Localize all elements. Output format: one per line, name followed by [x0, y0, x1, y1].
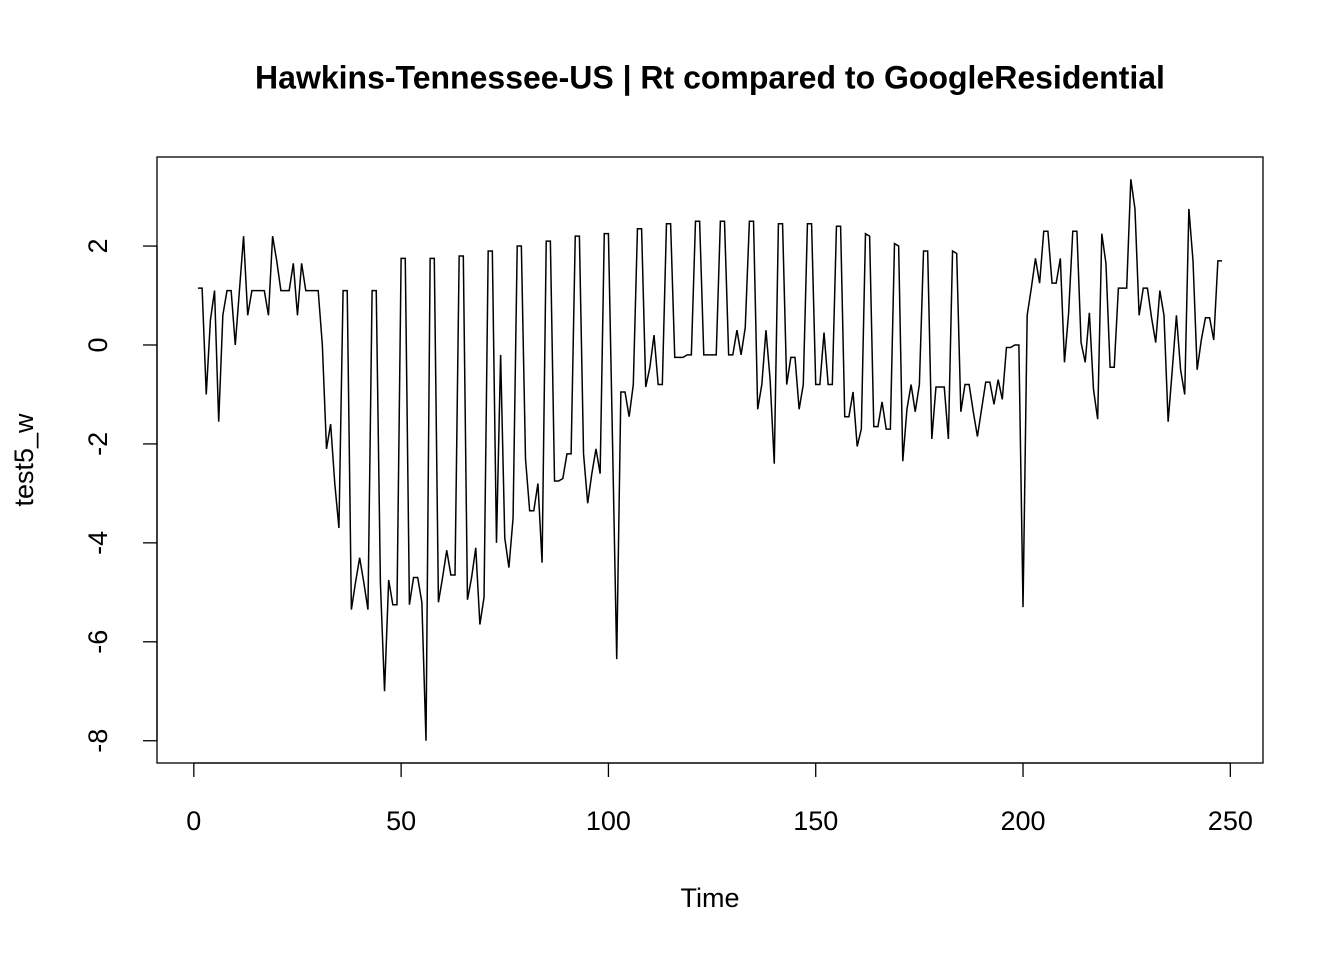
y-tick-label: -8	[83, 729, 113, 753]
chart-title: Hawkins-Tennessee-US | Rt compared to Go…	[255, 59, 1165, 95]
x-tick-label: 50	[386, 806, 416, 836]
y-tick-label: 0	[83, 337, 113, 352]
x-tick-label: 0	[186, 806, 201, 836]
plot-frame	[156, 156, 1264, 764]
y-tick-label: -6	[83, 630, 113, 654]
x-tick-label: 100	[586, 806, 631, 836]
y-axis-label: test5_w	[9, 413, 39, 507]
data-line	[197, 179, 1223, 741]
y-tick-label: -4	[83, 531, 113, 555]
x-tick-label: 150	[793, 806, 838, 836]
x-tick-label: 200	[1000, 806, 1045, 836]
x-tick-label: 250	[1208, 806, 1253, 836]
y-tick-label: -2	[83, 432, 113, 456]
y-tick-label: 2	[83, 239, 113, 254]
x-axis-label: Time	[681, 883, 740, 913]
